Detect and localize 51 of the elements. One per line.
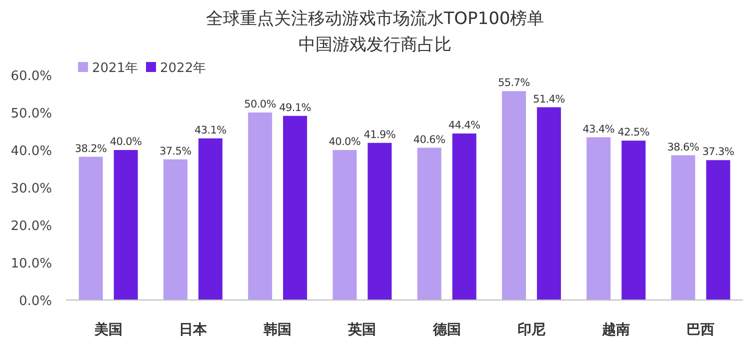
bar xyxy=(283,116,308,300)
bar xyxy=(163,159,188,300)
bar xyxy=(78,156,103,300)
data-label: 38.2% xyxy=(74,142,108,155)
data-label: 51.4% xyxy=(533,93,566,106)
data-label: 38.6% xyxy=(667,141,700,154)
data-label: 55.7% xyxy=(498,77,530,90)
data-label: 50.0% xyxy=(244,98,276,110)
data-label: 40.6% xyxy=(413,134,446,146)
x-tick-label: 韩国 xyxy=(262,322,292,338)
y-tick-label: 50.0% xyxy=(10,106,52,122)
y-tick-label: 60.0% xyxy=(10,69,52,84)
bar xyxy=(586,137,611,300)
data-label: 44.4% xyxy=(448,120,481,132)
data-label: 43.4% xyxy=(582,123,615,136)
data-label: 37.5% xyxy=(160,145,192,158)
y-tick-label: 10.0% xyxy=(10,256,52,272)
y-tick-label: 20.0% xyxy=(10,219,52,234)
bar xyxy=(536,107,561,300)
data-label: 43.1% xyxy=(194,124,227,136)
x-tick-label: 越南 xyxy=(601,322,630,338)
bar xyxy=(502,91,526,300)
bar xyxy=(248,112,272,300)
data-label: 41.9% xyxy=(364,128,396,141)
bar xyxy=(368,142,392,300)
x-tick-label: 巴西 xyxy=(686,322,715,338)
x-tick-label: 德国 xyxy=(432,322,461,338)
chart-title: 全球重点关注移动游戏市场流水TOP100榜单 xyxy=(206,9,544,29)
y-tick-label: 40.0% xyxy=(10,144,52,159)
data-label: 49.1% xyxy=(279,102,312,114)
x-tick-label: 印尼 xyxy=(517,322,546,338)
chart-subtitle: 中国游戏发行商占比 xyxy=(298,35,452,55)
x-tick-label: 日本 xyxy=(178,322,208,338)
bar xyxy=(198,138,222,300)
bar xyxy=(622,140,646,300)
legend-label: 2021年 xyxy=(92,61,138,76)
data-label: 40.0% xyxy=(328,136,361,148)
x-tick-label: 英国 xyxy=(347,322,376,338)
data-label: 42.5% xyxy=(618,126,650,139)
bar xyxy=(671,155,696,300)
y-tick-label: 30.0% xyxy=(10,182,52,196)
y-tick-label: 0.0% xyxy=(18,294,52,309)
data-label: 37.3% xyxy=(702,146,734,158)
bar xyxy=(452,134,476,300)
bar xyxy=(332,150,357,300)
bar xyxy=(114,150,138,300)
bar xyxy=(417,148,442,300)
data-label: 40.0% xyxy=(110,136,142,148)
x-tick-label: 美国 xyxy=(93,321,122,338)
legend-label: 2022年 xyxy=(160,61,206,76)
bar xyxy=(706,160,730,300)
